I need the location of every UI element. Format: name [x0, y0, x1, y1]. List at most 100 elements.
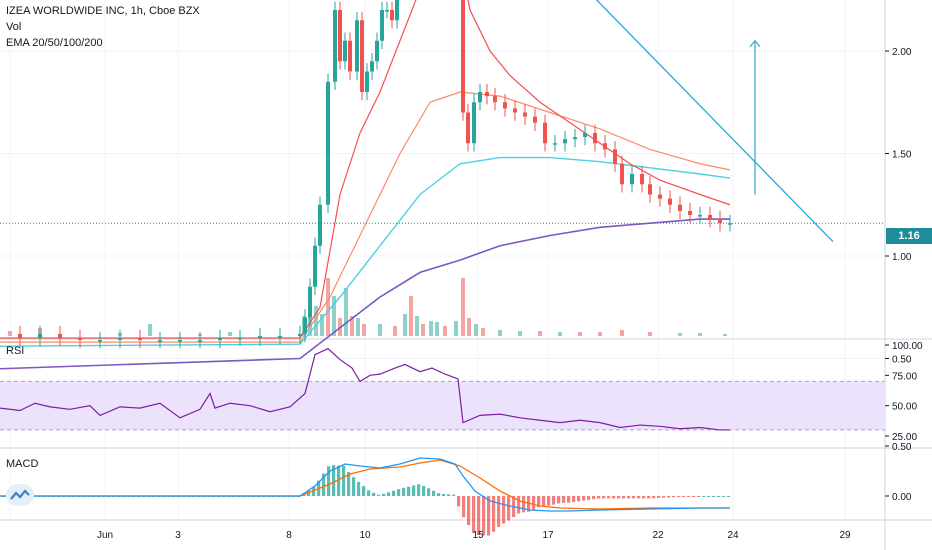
volume-bar: [481, 328, 485, 336]
candle-body: [472, 102, 476, 144]
candle-body: [198, 340, 202, 342]
price-tick-label: 0.50: [892, 355, 912, 366]
candle-body: [648, 184, 652, 195]
candle-body: [573, 137, 577, 140]
candle-body: [658, 194, 662, 199]
volume-bar: [723, 334, 727, 336]
candle-body: [385, 10, 389, 12]
macd-histogram-bar: [557, 496, 561, 504]
macd-pane-label[interactable]: MACD: [6, 458, 39, 470]
volume-bar: [467, 318, 471, 336]
volume-bar: [498, 330, 502, 336]
candle-body: [238, 338, 242, 340]
macd-histogram-bar: [497, 496, 501, 527]
trendline: [595, 0, 834, 243]
candle-body: [370, 61, 374, 72]
price-tick-label: 1.00: [892, 252, 912, 263]
macd-line: [0, 457, 730, 512]
volume-bar: [698, 333, 702, 336]
candle-body: [583, 133, 587, 138]
macd-tick-label: 0.50: [892, 442, 912, 453]
ema-200-line: [0, 218, 730, 370]
macd-histogram-bar: [407, 486, 411, 496]
macd-tick-label: 0.00: [892, 492, 912, 503]
volume-bar: [429, 321, 433, 336]
macd-histogram-bar: [627, 496, 631, 499]
candle-body: [728, 223, 732, 225]
macd-histogram-bar: [337, 465, 341, 496]
macd-histogram-bar: [672, 496, 676, 498]
volume-legend[interactable]: Vol: [6, 21, 22, 33]
macd-histogram-bar: [637, 496, 641, 499]
candle-body: [303, 317, 307, 334]
macd-histogram-bar: [372, 492, 376, 496]
macd-histogram-bar: [322, 473, 326, 496]
macd-histogram-bar: [682, 496, 686, 497]
candle-body: [78, 338, 82, 341]
volume-bar: [403, 314, 407, 336]
time-tick-label: 3: [175, 530, 181, 541]
macd-histogram-bar: [487, 496, 491, 536]
macd-histogram-bar: [552, 496, 556, 505]
macd-histogram-bar: [332, 465, 336, 496]
macd-histogram-bar: [547, 496, 551, 506]
candle-body: [365, 71, 369, 92]
macd-histogram-bar: [602, 496, 606, 499]
macd-histogram-bar: [687, 496, 691, 497]
macd-histogram-bar: [507, 496, 511, 521]
candle-body: [313, 245, 317, 287]
candle-body: [308, 286, 312, 318]
rsi-tick-label: 50.00: [892, 402, 917, 413]
macd-histogram-bar: [667, 496, 671, 498]
ema-100-line: [0, 156, 731, 347]
candle-body: [298, 333, 302, 336]
candle-body: [118, 338, 122, 341]
macd-histogram-bar: [692, 496, 696, 497]
macd-histogram-bar: [367, 490, 371, 496]
candle-body: [218, 338, 222, 341]
volume-bar: [415, 316, 419, 336]
macd-histogram-bar: [482, 496, 486, 536]
macd-histogram-bar: [562, 496, 566, 503]
symbol-title[interactable]: IZEA WORLDWIDE INC, 1h, Cboe BZX: [6, 5, 200, 17]
rsi-tick-label: 25.00: [892, 432, 917, 443]
macd-histogram-bar: [517, 496, 521, 514]
macd-histogram-bar: [527, 496, 531, 512]
macd-histogram-bar: [452, 494, 456, 496]
rsi-tick-label: 75.00: [892, 371, 917, 382]
candle-body: [466, 112, 470, 144]
ema-legend[interactable]: EMA 20/50/100/200: [6, 37, 103, 49]
time-tick-label: 22: [652, 530, 664, 541]
volume-bar: [356, 318, 360, 336]
candle-body: [258, 335, 262, 338]
macd-histogram-bar: [577, 496, 581, 502]
macd-histogram-bar: [647, 496, 651, 499]
candle-body: [318, 204, 322, 246]
macd-histogram-bar: [502, 496, 506, 524]
volume-bar: [435, 322, 439, 336]
candle-body: [343, 40, 347, 62]
rsi-pane-label[interactable]: RSI: [6, 345, 25, 357]
macd-histogram-bar: [327, 466, 331, 496]
time-tick-label: 8: [286, 530, 292, 541]
macd-histogram-bar: [537, 496, 541, 508]
macd-histogram-bar: [377, 494, 381, 496]
macd-histogram-bar: [607, 496, 611, 499]
candle-body: [630, 174, 634, 185]
volume-bar: [378, 324, 382, 336]
tradingview-logo-icon[interactable]: [6, 484, 34, 506]
volume-bar: [598, 332, 602, 336]
volume-bar: [461, 278, 465, 336]
candle-body: [523, 112, 527, 117]
volume-bar: [648, 332, 652, 336]
volume-bar: [350, 316, 354, 336]
macd-histogram-bar: [312, 487, 316, 496]
macd-histogram-bar: [437, 493, 441, 496]
volume-bar: [314, 306, 318, 336]
candle-body: [98, 340, 102, 342]
macd-histogram-bar: [352, 477, 356, 496]
time-tick-label: 24: [727, 530, 739, 541]
macd-histogram-bar: [572, 496, 576, 503]
candle-body: [688, 210, 692, 215]
